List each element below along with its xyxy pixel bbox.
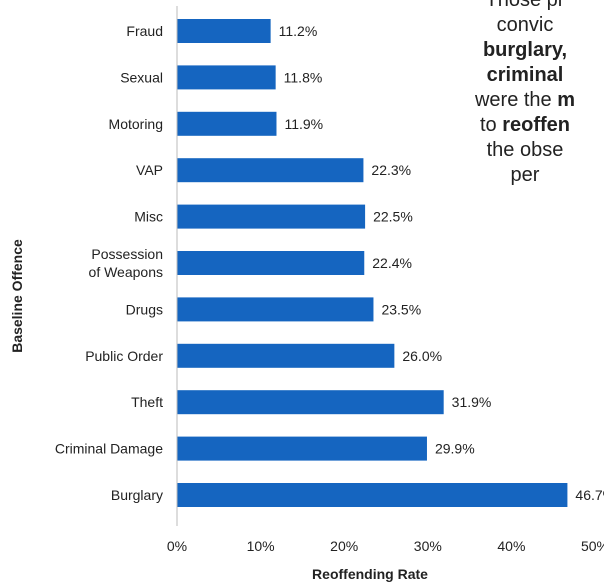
category-label: Burglary xyxy=(111,487,163,503)
value-label: 11.2% xyxy=(279,23,318,39)
value-labels-group: 11.2% 11.8% 11.9% 22.3% 22.5% 22.4% 23.5% 26.0%… xyxy=(279,23,604,503)
bar-criminal-damage xyxy=(177,436,427,461)
value-label: 29.9% xyxy=(435,441,475,457)
value-label: 46.7% xyxy=(575,487,604,503)
category-label: Theft xyxy=(131,394,163,410)
annotation-line: were the m xyxy=(474,89,576,111)
value-label: 22.5% xyxy=(373,209,413,225)
bar-theft xyxy=(177,390,444,415)
annotation-line: the obse xyxy=(486,139,564,161)
x-tick-label: 40% xyxy=(497,538,525,554)
value-label: 22.4% xyxy=(372,255,412,271)
annotation-line: per xyxy=(510,164,540,186)
value-label: 26.0% xyxy=(402,348,442,364)
bar-misc xyxy=(177,204,366,229)
category-label: Criminal Damage xyxy=(55,441,163,457)
bar-public-order xyxy=(177,343,395,368)
category-label: Possession of Weapons xyxy=(89,246,163,280)
annotation-line: convic xyxy=(496,14,554,36)
bar-vap xyxy=(177,158,364,183)
bar-burglary xyxy=(177,483,568,507)
annotation-line: Those pr xyxy=(485,0,565,11)
category-label: Sexual xyxy=(120,69,163,85)
category-label: Public Order xyxy=(85,348,163,364)
category-label: Motoring xyxy=(109,116,163,132)
bar-possession-of-weapons xyxy=(177,251,365,275)
x-tick-label: 10% xyxy=(247,538,275,554)
category-label: Drugs xyxy=(126,301,163,317)
value-label: 11.9% xyxy=(284,116,323,132)
x-tick-label: 0% xyxy=(167,538,187,554)
value-label: 22.3% xyxy=(371,162,411,178)
annotation-text: Those pr convic burglary, criminal were the… xyxy=(420,0,604,188)
category-label: Fraud xyxy=(126,23,163,39)
category-label: VAP xyxy=(136,162,163,178)
bar-sexual xyxy=(177,65,276,90)
annotation-line: criminal xyxy=(486,64,564,86)
category-label: Misc xyxy=(134,209,163,225)
bar-fraud xyxy=(177,19,271,43)
category-labels-group: Fraud Sexual Motoring VAP Misc Possession of W… xyxy=(55,23,163,503)
value-label: 11.8% xyxy=(284,69,323,85)
bar-motoring xyxy=(177,111,277,136)
annotation-line: to reoffen xyxy=(479,114,571,136)
annotation-line: burglary, xyxy=(482,39,568,61)
x-tick-label: 50% xyxy=(581,538,604,554)
bars-group xyxy=(177,19,568,507)
value-label: 23.5% xyxy=(381,301,421,317)
y-axis-title: Baseline Offence xyxy=(9,239,25,353)
bar-drugs xyxy=(177,297,374,322)
x-tick-labels-group: 0% 10% 20% 30% 40% 50% xyxy=(167,538,604,554)
x-tick-label: 30% xyxy=(414,538,442,554)
value-label: 31.9% xyxy=(452,394,492,410)
x-axis-title: Reoffending Rate xyxy=(312,566,428,582)
x-tick-label: 20% xyxy=(330,538,358,554)
